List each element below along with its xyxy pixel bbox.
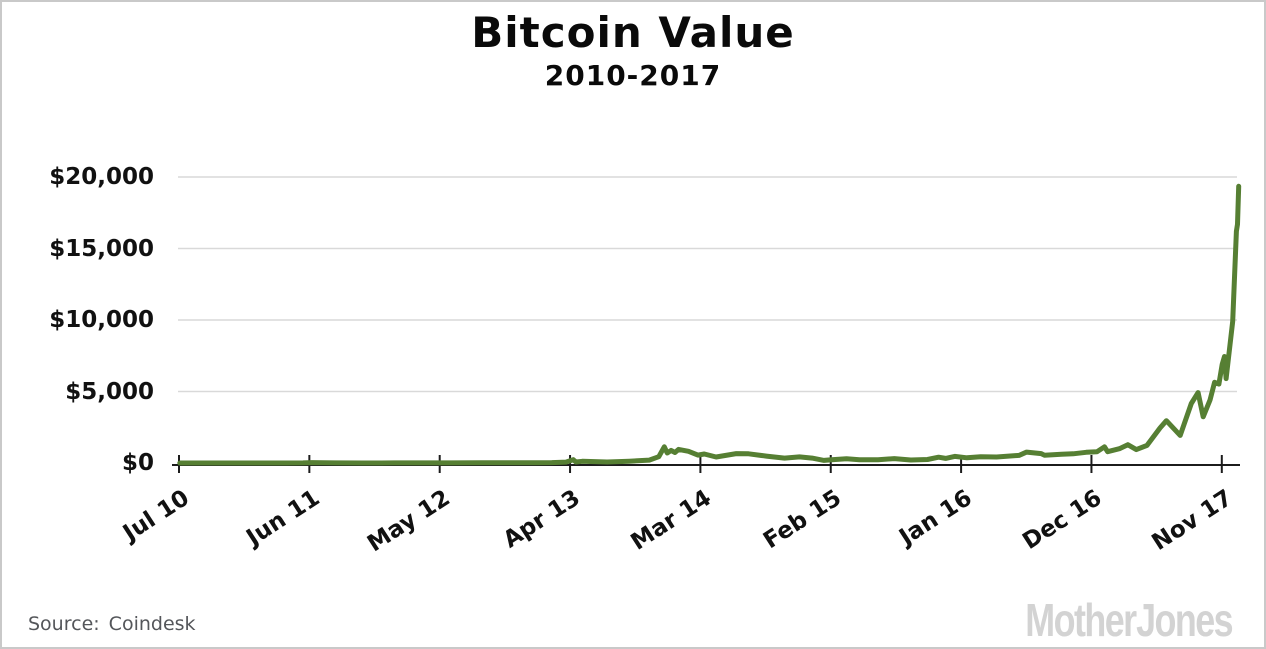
y-axis-label: $20,000 (49, 164, 154, 190)
y-axis-label: $10,000 (49, 307, 154, 333)
y-axis-label: $15,000 (49, 235, 154, 262)
motherjones-logo: Mother Jones (1025, 594, 1233, 646)
source-value: Coindesk (108, 613, 196, 635)
y-axis-labels: $20,000 $15,000 $10,000 $5,000 $0 (2, 2, 154, 647)
y-axis-label: $5,000 (65, 378, 154, 405)
y-axis-label: $0 (121, 450, 154, 476)
source-label: Source: (28, 613, 100, 635)
bitcoin-price-line (177, 183, 1242, 466)
source-note: Source: Coindesk (28, 613, 196, 635)
chart-title: Bitcoin Value (471, 8, 795, 57)
chart-subtitle: 2010-2017 (544, 59, 722, 92)
